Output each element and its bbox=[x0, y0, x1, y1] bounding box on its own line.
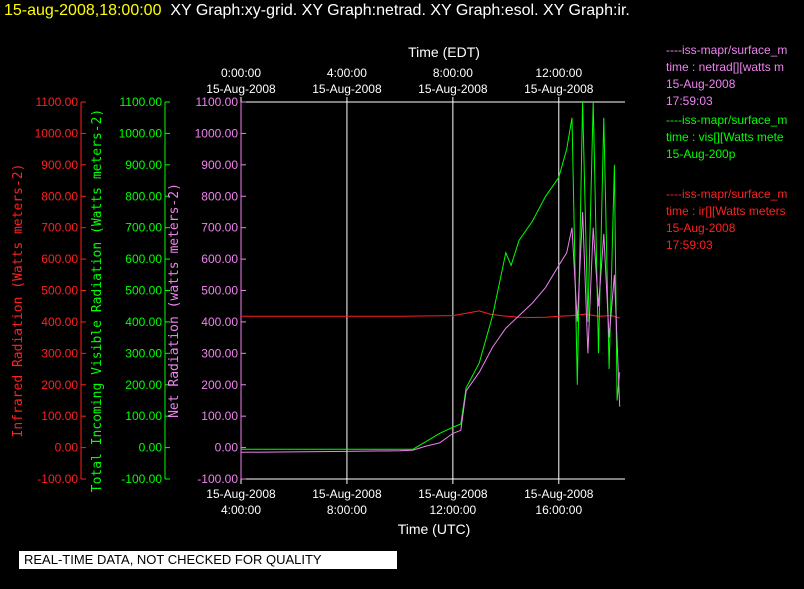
y-tick-label-ir-11: 1000.00 bbox=[35, 126, 79, 140]
bottom-tick-date-3: 15-Aug-2008 bbox=[524, 487, 594, 501]
y-tick-label-netrad-5: 400.00 bbox=[201, 315, 238, 329]
quality-notice: REAL-TIME DATA, NOT CHECKED FOR QUALITY bbox=[19, 551, 397, 569]
y-tick-label-esol-3: 200.00 bbox=[125, 378, 162, 392]
top-tick-date-2: 15-Aug-2008 bbox=[418, 82, 488, 96]
legend-netrad-line1: ----iss-mapr/surface_m bbox=[666, 43, 788, 57]
legend-ir-line3: 15-Aug-2008 bbox=[666, 221, 736, 235]
bottom-tick-time-1: 8:00:00 bbox=[327, 503, 367, 517]
y-tick-label-ir-5: 400.00 bbox=[41, 315, 78, 329]
y-tick-label-ir-8: 700.00 bbox=[41, 221, 78, 235]
y-axis-title-esol: Total Incoming Visible Radiation (Watts … bbox=[90, 109, 105, 493]
series-line-ir bbox=[241, 310, 620, 319]
series-line-netrad bbox=[240, 211, 621, 453]
y-tick-label-netrad-9: 800.00 bbox=[201, 189, 238, 203]
legend-esol-line3: 15-Aug-200p bbox=[666, 147, 736, 161]
y-tick-label-netrad-7: 600.00 bbox=[201, 252, 238, 266]
legend-ir-line1: ----iss-mapr/surface_m bbox=[666, 187, 788, 201]
y-tick-label-esol-10: 900.00 bbox=[125, 158, 162, 172]
y-tick-label-netrad-0: -100.00 bbox=[197, 472, 238, 486]
y-tick-label-netrad-11: 1000.00 bbox=[195, 126, 239, 140]
y-tick-label-netrad-2: 100.00 bbox=[201, 409, 238, 423]
bottom-tick-date-0: 15-Aug-2008 bbox=[206, 487, 276, 501]
y-tick-label-ir-7: 600.00 bbox=[41, 252, 78, 266]
bottom-tick-date-1: 15-Aug-2008 bbox=[312, 487, 382, 501]
y-tick-label-esol-12: 1100.00 bbox=[120, 95, 163, 109]
legend-esol-line2: time : vis[][Watts mete bbox=[666, 130, 784, 144]
legend-ir-line4: 17:59:03 bbox=[666, 238, 713, 252]
y-tick-label-netrad-3: 200.00 bbox=[201, 378, 238, 392]
y-tick-label-netrad-10: 900.00 bbox=[201, 158, 238, 172]
top-tick-time-2: 8:00:00 bbox=[433, 66, 473, 80]
legend-netrad: ----iss-mapr/surface_m time : netrad[][w… bbox=[666, 42, 804, 110]
top-tick-time-3: 12:00:00 bbox=[535, 66, 582, 80]
y-tick-label-ir-1: 0.00 bbox=[55, 441, 79, 455]
y-tick-label-ir-2: 100.00 bbox=[41, 409, 78, 423]
y-tick-label-ir-3: 200.00 bbox=[41, 378, 78, 392]
chart-header: 15-aug-2008,18:00:00 XY Graph:xy-grid. X… bbox=[4, 2, 630, 20]
y-tick-label-esol-0: -100.00 bbox=[121, 472, 162, 486]
y-tick-label-ir-0: -100.00 bbox=[37, 472, 78, 486]
legend-netrad-line2: time : netrad[][watts m bbox=[666, 60, 785, 74]
y-tick-label-esol-7: 600.00 bbox=[125, 252, 162, 266]
y-tick-label-esol-2: 100.00 bbox=[125, 409, 162, 423]
bottom-tick-time-3: 16:00:00 bbox=[535, 503, 582, 517]
legend-netrad-line3: 15-Aug-2008 bbox=[666, 77, 736, 91]
bottom-axis-title: Time (UTC) bbox=[398, 521, 471, 537]
y-tick-label-netrad-12: 1100.00 bbox=[196, 95, 239, 109]
y-tick-label-ir-10: 900.00 bbox=[41, 158, 78, 172]
y-tick-label-esol-1: 0.00 bbox=[139, 441, 163, 455]
legend-esol-line1: ----iss-mapr/surface_m bbox=[666, 113, 788, 127]
y-tick-label-ir-9: 800.00 bbox=[41, 189, 78, 203]
legend-ir: ----iss-mapr/surface_m time : ir[][Watts… bbox=[666, 186, 804, 254]
legend-esol: ----iss-mapr/surface_m time : vis[][Watt… bbox=[666, 112, 804, 163]
y-tick-label-esol-6: 500.00 bbox=[125, 284, 162, 298]
top-tick-time-1: 4:00:00 bbox=[327, 66, 367, 80]
bottom-tick-time-2: 12:00:00 bbox=[430, 503, 477, 517]
top-tick-date-3: 15-Aug-2008 bbox=[524, 82, 594, 96]
timestamp-label: 15-aug-2008,18:00:00 bbox=[4, 2, 162, 19]
y-tick-label-esol-5: 400.00 bbox=[125, 315, 162, 329]
y-tick-label-esol-8: 700.00 bbox=[125, 221, 162, 235]
y-tick-label-netrad-4: 300.00 bbox=[201, 346, 238, 360]
y-tick-label-esol-9: 800.00 bbox=[125, 189, 162, 203]
y-tick-label-esol-11: 1000.00 bbox=[119, 126, 163, 140]
graph-list-label: XY Graph:xy-grid. XY Graph:netrad. XY Gr… bbox=[170, 2, 630, 19]
y-tick-label-netrad-6: 500.00 bbox=[201, 284, 238, 298]
y-tick-label-netrad-8: 700.00 bbox=[201, 221, 238, 235]
bottom-tick-time-0: 4:00:00 bbox=[221, 503, 261, 517]
y-tick-label-ir-4: 300.00 bbox=[41, 346, 78, 360]
top-tick-date-1: 15-Aug-2008 bbox=[312, 82, 382, 96]
y-axis-title-ir: Infrared Radiation (Watts meters-2) bbox=[11, 164, 26, 438]
y-tick-label-netrad-1: 0.00 bbox=[215, 441, 239, 455]
top-axis-title: Time (EDT) bbox=[408, 44, 480, 60]
y-tick-label-ir-6: 500.00 bbox=[41, 284, 78, 298]
y-axis-title-netrad: Net Radiation (watts meters-2) bbox=[167, 183, 182, 418]
series-line-esol bbox=[241, 101, 621, 450]
y-tick-label-esol-4: 300.00 bbox=[125, 346, 162, 360]
bottom-tick-date-2: 15-Aug-2008 bbox=[418, 487, 488, 501]
y-tick-label-ir-12: 1100.00 bbox=[36, 95, 79, 109]
top-tick-time-0: 0:00:00 bbox=[221, 66, 261, 80]
top-tick-date-0: 15-Aug-2008 bbox=[206, 82, 276, 96]
legend-ir-line2: time : ir[][Watts meters bbox=[666, 204, 786, 218]
legend-netrad-line4: 17:59:03 bbox=[666, 94, 713, 108]
